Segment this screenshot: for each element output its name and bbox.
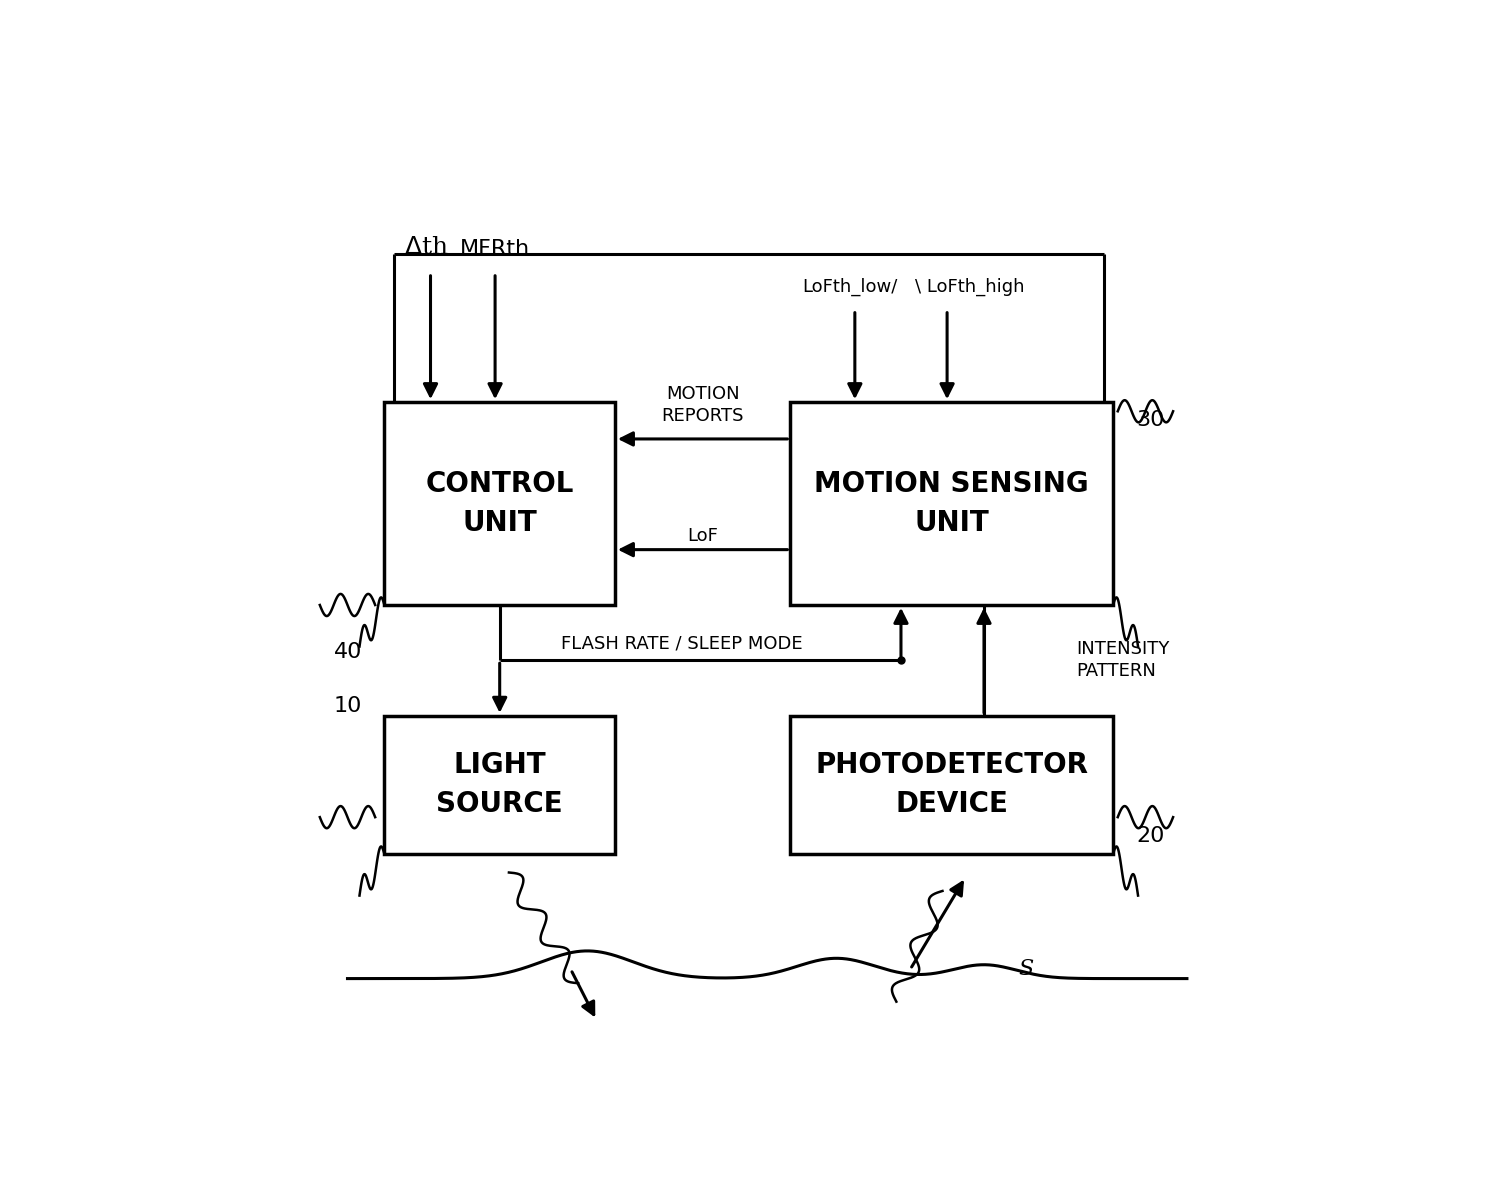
Text: PHOTODETECTOR
DEVICE: PHOTODETECTOR DEVICE — [815, 751, 1089, 818]
Bar — [791, 403, 1113, 605]
Text: FLASH RATE / SLEEP MODE: FLASH RATE / SLEEP MODE — [562, 635, 803, 653]
Bar — [791, 715, 1113, 854]
Bar — [384, 403, 614, 605]
Text: LIGHT
SOURCE: LIGHT SOURCE — [437, 751, 563, 818]
Text: LoFth_low/: LoFth_low/ — [803, 278, 898, 296]
Bar — [384, 715, 614, 854]
Text: MOTION
REPORTS: MOTION REPORTS — [661, 385, 744, 425]
Text: 30: 30 — [1136, 411, 1164, 430]
Text: 20: 20 — [1136, 825, 1164, 846]
Text: S: S — [1018, 958, 1033, 980]
Text: MOTION SENSING
UNIT: MOTION SENSING UNIT — [815, 470, 1089, 537]
Text: LoF: LoF — [687, 527, 718, 545]
Text: \ LoFth_high: \ LoFth_high — [916, 278, 1026, 296]
Text: 40: 40 — [334, 642, 361, 661]
Text: 10: 10 — [334, 696, 361, 716]
Text: MFRth: MFRth — [459, 240, 530, 259]
Text: CONTROL
UNIT: CONTROL UNIT — [426, 470, 574, 537]
Text: $\Delta$th: $\Delta$th — [404, 236, 449, 259]
Text: INTENSITY
PATTERN: INTENSITY PATTERN — [1077, 640, 1170, 680]
